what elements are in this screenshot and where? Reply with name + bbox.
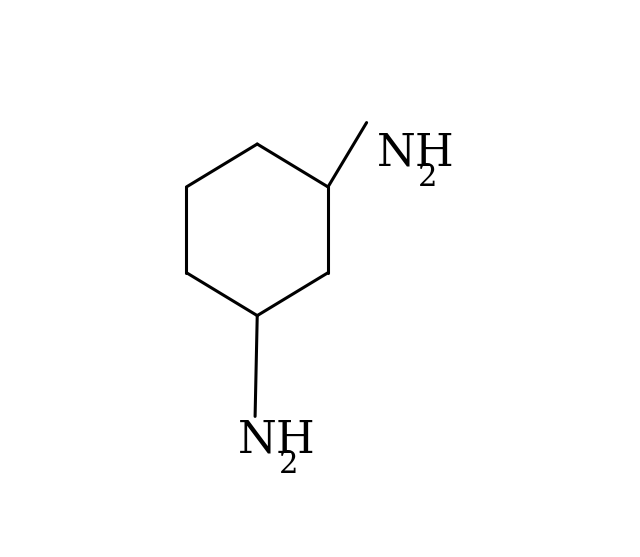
Text: NH: NH: [378, 131, 455, 174]
Text: 2: 2: [418, 162, 438, 193]
Text: 2: 2: [278, 449, 298, 480]
Text: NH: NH: [238, 418, 316, 462]
